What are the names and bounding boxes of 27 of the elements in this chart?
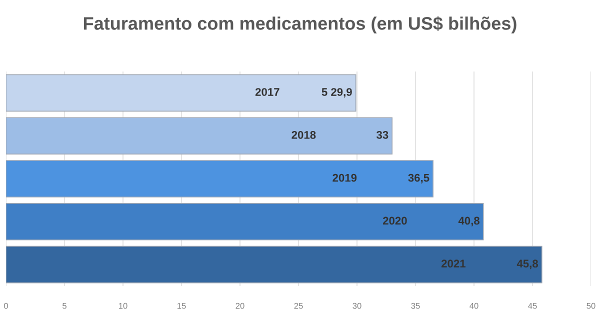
bar xyxy=(6,74,356,112)
x-tick-label: 10 xyxy=(119,302,128,309)
bar xyxy=(6,117,393,155)
y-tick-label: 2018 xyxy=(292,130,316,139)
x-tick-label: 45 xyxy=(528,302,537,309)
data-label: 33 xyxy=(376,130,388,139)
x-tick-label: 50 xyxy=(586,302,596,309)
x-tick-label: 15 xyxy=(178,302,186,309)
data-label: 45,8 xyxy=(516,260,538,270)
data-label: 36,5 xyxy=(408,174,430,184)
bar xyxy=(6,246,542,284)
chart-title: Faturamento com medicamentos (em US$ bilhões) xyxy=(84,16,516,34)
x-tick-label: 5 xyxy=(62,302,66,309)
y-tick-label: 2020 xyxy=(382,216,407,225)
bar xyxy=(6,160,434,198)
y-tick-label: 2017 xyxy=(255,88,280,96)
x-tick-label: 25 xyxy=(294,302,303,309)
data-label: 5 29,9 xyxy=(322,88,352,98)
x-tick-label: 20 xyxy=(236,302,244,309)
data-label: 40,8 xyxy=(458,216,480,226)
y-tick-label: 2021 xyxy=(441,260,466,268)
x-tick-label: 40 xyxy=(470,302,478,309)
y-tick-label: 2019 xyxy=(332,174,357,182)
bar xyxy=(6,203,484,240)
x-tick-label: 30 xyxy=(352,302,362,309)
x-tick-label: 0 xyxy=(4,302,8,309)
x-tick-label: 35 xyxy=(411,302,420,309)
